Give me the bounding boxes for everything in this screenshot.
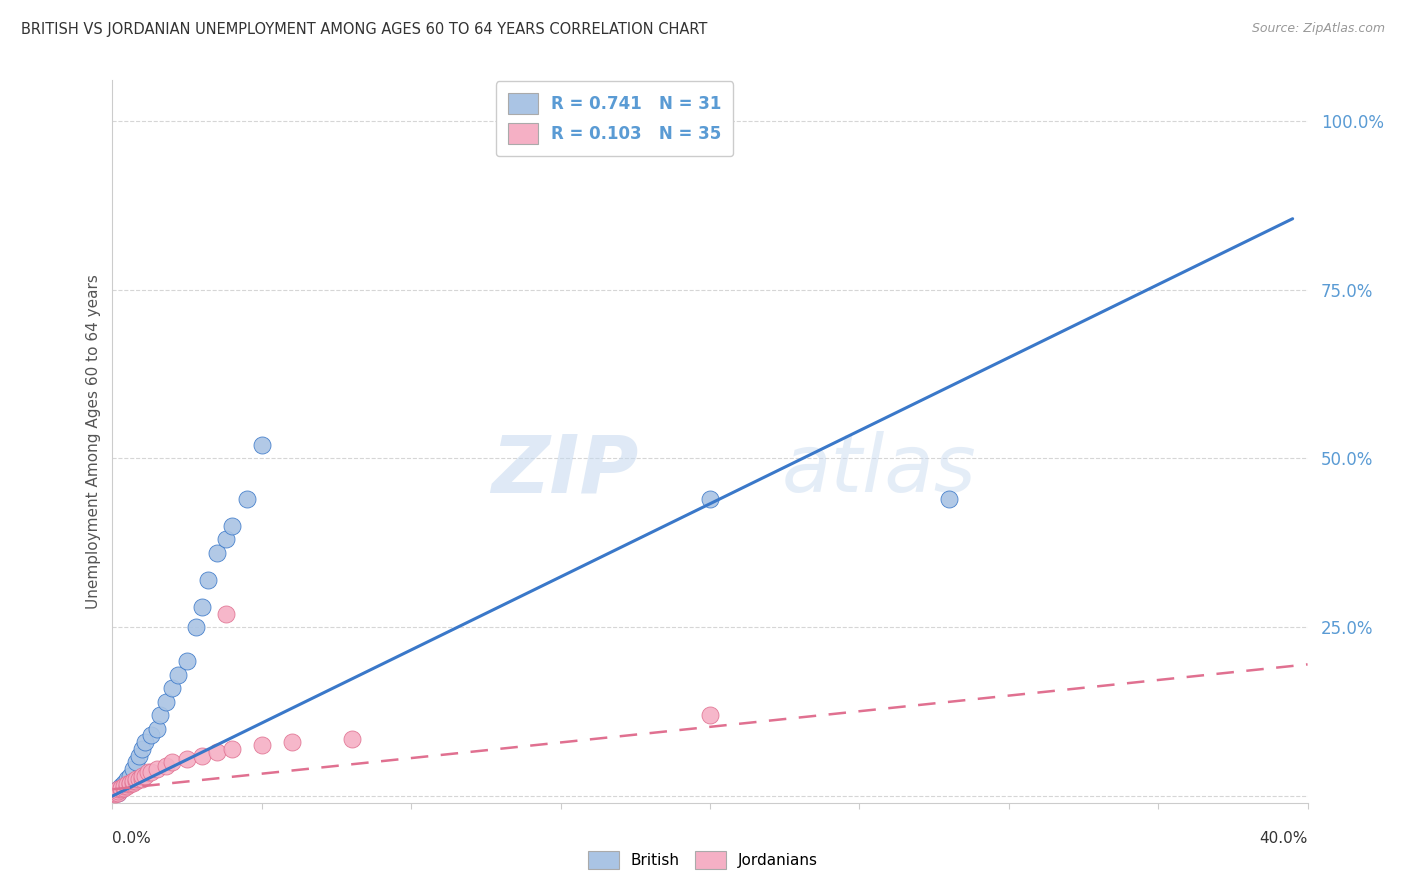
Point — [104, 787, 127, 801]
Point — [117, 772, 139, 787]
Point — [104, 786, 127, 800]
Point — [104, 786, 127, 800]
Point — [250, 438, 273, 452]
Point — [114, 780, 135, 795]
Text: BRITISH VS JORDANIAN UNEMPLOYMENT AMONG AGES 60 TO 64 YEARS CORRELATION CHART: BRITISH VS JORDANIAN UNEMPLOYMENT AMONG … — [21, 22, 707, 37]
Point — [128, 748, 150, 763]
Legend: British, Jordanians: British, Jordanians — [582, 845, 824, 875]
Text: 40.0%: 40.0% — [1260, 830, 1308, 846]
Point — [122, 762, 145, 776]
Point — [117, 777, 139, 791]
Point — [250, 739, 273, 753]
Point — [155, 694, 177, 708]
Point — [197, 573, 219, 587]
Point — [107, 786, 129, 800]
Point — [110, 782, 132, 797]
Text: Source: ZipAtlas.com: Source: ZipAtlas.com — [1251, 22, 1385, 36]
Point — [146, 762, 169, 776]
Point — [122, 775, 145, 789]
Point — [138, 765, 160, 780]
Point — [134, 735, 156, 749]
Point — [131, 741, 153, 756]
Point — [125, 772, 148, 787]
Point — [149, 708, 172, 723]
Text: ZIP: ZIP — [491, 432, 638, 509]
Point — [110, 779, 132, 793]
Point — [107, 786, 129, 800]
Point — [122, 774, 145, 789]
Point — [186, 620, 208, 634]
Point — [340, 731, 363, 746]
Point — [110, 782, 132, 797]
Point — [120, 775, 142, 789]
Text: atlas: atlas — [782, 432, 977, 509]
Point — [120, 769, 142, 783]
Point — [162, 756, 183, 770]
Point — [221, 741, 243, 756]
Point — [938, 491, 960, 506]
Point — [205, 745, 228, 759]
Point — [215, 607, 238, 621]
Point — [125, 756, 148, 770]
Point — [215, 533, 238, 547]
Point — [125, 774, 148, 789]
Point — [221, 519, 243, 533]
Point — [191, 748, 214, 763]
Point — [120, 777, 142, 791]
Point — [162, 681, 183, 695]
Point — [579, 107, 602, 121]
Point — [107, 783, 129, 797]
Y-axis label: Unemployment Among Ages 60 to 64 years: Unemployment Among Ages 60 to 64 years — [86, 274, 101, 609]
Point — [107, 782, 129, 797]
Point — [141, 765, 163, 780]
Point — [176, 752, 198, 766]
Legend: R = 0.741   N = 31, R = 0.103   N = 35: R = 0.741 N = 31, R = 0.103 N = 35 — [496, 81, 733, 156]
Point — [114, 775, 135, 789]
Point — [205, 546, 228, 560]
Point — [146, 722, 169, 736]
Point — [281, 735, 304, 749]
Point — [131, 769, 153, 783]
Point — [131, 772, 153, 787]
Point — [128, 772, 150, 787]
Point — [191, 599, 214, 614]
Point — [699, 491, 721, 506]
Point — [114, 779, 135, 793]
Point — [176, 654, 198, 668]
Point — [236, 491, 259, 506]
Point — [110, 780, 132, 795]
Point — [155, 758, 177, 772]
Point — [107, 782, 129, 797]
Point — [117, 779, 139, 793]
Text: 0.0%: 0.0% — [112, 830, 152, 846]
Point — [167, 667, 190, 681]
Point — [699, 708, 721, 723]
Point — [134, 769, 156, 783]
Point — [141, 728, 163, 742]
